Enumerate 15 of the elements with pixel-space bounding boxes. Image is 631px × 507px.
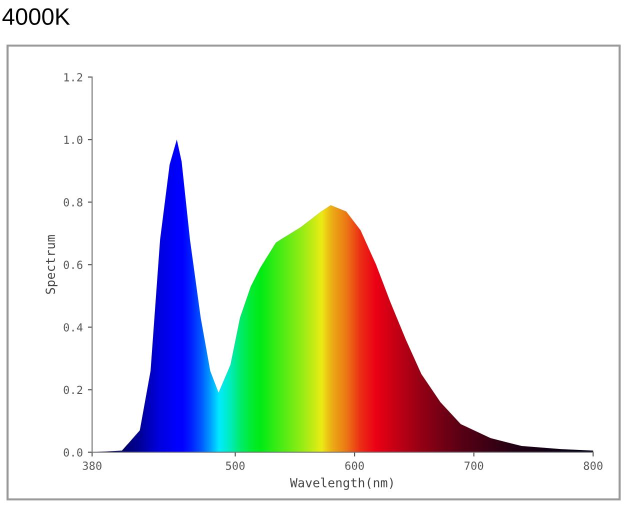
x-tick-label: 500 [226, 462, 245, 470]
x-tick-label: 700 [464, 462, 484, 470]
y-tick-label: 0.8 [64, 198, 82, 207]
x-axis-title: Wavelength(nm) [290, 478, 393, 490]
x-tick-label: 600 [345, 462, 364, 470]
y-tick-label: 0.0 [64, 448, 82, 457]
y-tick-label: 0.4 [64, 323, 83, 332]
y-tick-label: 0.2 [64, 386, 82, 394]
x-tick-label: 800 [584, 462, 602, 470]
y-axis-title: Spectrum [46, 235, 58, 294]
chart-title: 4000K [2, 8, 70, 25]
y-tick-label: 1.0 [64, 136, 82, 144]
x-tick-label: 380 [82, 462, 102, 470]
y-tick-label: 1.2 [64, 73, 82, 82]
y-tick-label: 0.6 [64, 260, 82, 270]
